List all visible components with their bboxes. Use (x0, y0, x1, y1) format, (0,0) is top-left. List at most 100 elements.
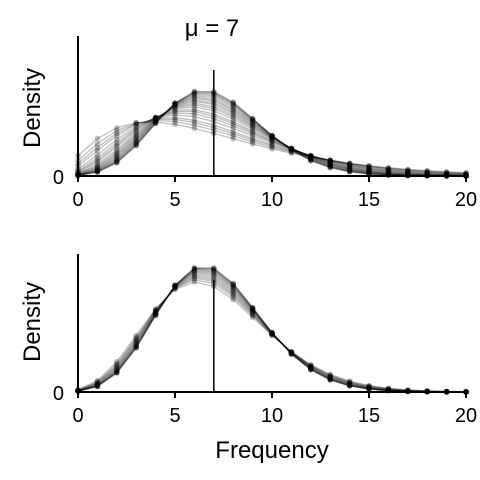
data-point-6-12 (308, 364, 314, 371)
data-point-19-10 (269, 132, 275, 139)
data-point-9-7 (211, 268, 217, 274)
data-point-9-15 (366, 385, 372, 392)
data-point-3-2 (114, 363, 120, 370)
data-point-9-11 (288, 145, 295, 152)
data-point-8-2 (114, 146, 120, 153)
data-point-4-2 (114, 364, 120, 371)
data-point-18-2 (114, 159, 120, 165)
data-point-3-5 (172, 284, 178, 291)
data-point-3-12 (308, 153, 314, 159)
data-point-14-10 (269, 133, 275, 140)
data-point-15-1 (94, 167, 101, 174)
data-point-11-2 (114, 152, 120, 158)
data-point-5-11 (288, 349, 295, 356)
data-point-18-14 (346, 168, 353, 175)
data-point-5-6 (191, 271, 198, 277)
data-point-13-5 (172, 102, 178, 108)
data-point-0-15 (366, 163, 372, 169)
data-point-16-13 (327, 163, 334, 170)
data-point-18-4 (152, 120, 159, 126)
data-point-0-2 (114, 125, 120, 131)
data-point-9-14 (346, 382, 353, 389)
data-point-7-6 (191, 268, 198, 275)
data-point-11-5 (172, 282, 178, 289)
data-point-7-10 (269, 330, 275, 337)
data-point-18-1 (94, 169, 101, 175)
data-point-4-11 (288, 147, 295, 153)
data-point-5-11 (288, 146, 295, 153)
data-point-2-19 (443, 170, 450, 176)
series-line-9 (77, 104, 467, 177)
data-point-2-13 (327, 373, 334, 379)
data-point-9-9 (249, 124, 256, 131)
data-point-1-2 (114, 127, 120, 134)
data-point-13-9 (249, 304, 256, 311)
data-point-17-11 (288, 146, 295, 153)
data-point-7-5 (172, 107, 178, 114)
data-point-9-1 (94, 163, 101, 169)
series-line-4 (77, 274, 467, 393)
data-point-8-5 (172, 283, 178, 289)
data-point-8-14 (346, 163, 353, 170)
data-point-9-8 (230, 114, 236, 120)
data-point-0-4 (152, 119, 159, 125)
data-point-18-9 (249, 116, 256, 122)
data-point-14-12 (308, 155, 314, 162)
data-point-16-2 (114, 157, 120, 164)
data-point-0-17 (405, 166, 411, 173)
data-point-12-12 (308, 366, 314, 373)
data-point-4-16 (385, 167, 392, 173)
data-point-8-15 (366, 385, 372, 392)
data-point-5-5 (172, 110, 178, 116)
data-point-20-14 (346, 169, 353, 175)
data-point-18-5 (172, 100, 178, 107)
data-point-3-9 (249, 135, 256, 142)
data-point-9-12 (308, 366, 314, 372)
data-point-0-16 (385, 164, 392, 171)
data-point-2-5 (172, 285, 178, 291)
data-point-0-3 (133, 119, 139, 126)
data-point-10-9 (249, 305, 256, 312)
data-point-20-9 (249, 115, 256, 122)
data-point-5-6 (191, 111, 198, 117)
data-point-5-2 (114, 139, 120, 146)
data-point-13-6 (191, 95, 198, 102)
data-point-2-17 (405, 167, 411, 174)
data-point-4-12 (308, 364, 314, 370)
data-point-7-11 (288, 350, 295, 356)
data-point-7-1 (94, 159, 101, 165)
data-point-15-9 (249, 118, 256, 125)
data-point-16-6 (191, 91, 198, 98)
data-point-6-13 (327, 375, 334, 381)
data-point-12-1 (94, 383, 101, 390)
data-point-2-16 (385, 386, 392, 392)
series-line-8 (77, 270, 466, 393)
data-point-9-14 (346, 164, 353, 171)
data-point-17-8 (230, 101, 236, 108)
data-point-10-1 (94, 383, 101, 389)
data-point-7-14 (346, 163, 353, 169)
data-point-0-10 (269, 146, 275, 152)
data-point-13-8 (230, 280, 236, 287)
data-point-4-8 (230, 289, 236, 296)
data-point-14-15 (366, 169, 372, 176)
data-point-0-8 (230, 135, 236, 142)
data-point-14-5 (172, 101, 178, 108)
data-point-14-11 (288, 146, 295, 152)
series-line-7 (77, 109, 467, 176)
data-point-7-11 (288, 146, 295, 152)
data-point-20-8 (230, 99, 236, 105)
data-point-2-9 (249, 311, 256, 318)
data-point-12-3 (133, 344, 139, 351)
data-point-5-8 (230, 123, 236, 129)
data-point-3-2 (114, 132, 120, 139)
data-point-13-3 (133, 345, 139, 351)
data-point-2-11 (288, 148, 295, 155)
data-point-9-6 (191, 267, 198, 273)
data-point-7-10 (269, 137, 275, 144)
data-point-1-9 (249, 139, 256, 145)
data-point-19-9 (249, 116, 256, 122)
data-point-14-1 (94, 167, 101, 173)
data-point-17-3 (133, 141, 139, 147)
data-point-18-12 (308, 157, 314, 163)
